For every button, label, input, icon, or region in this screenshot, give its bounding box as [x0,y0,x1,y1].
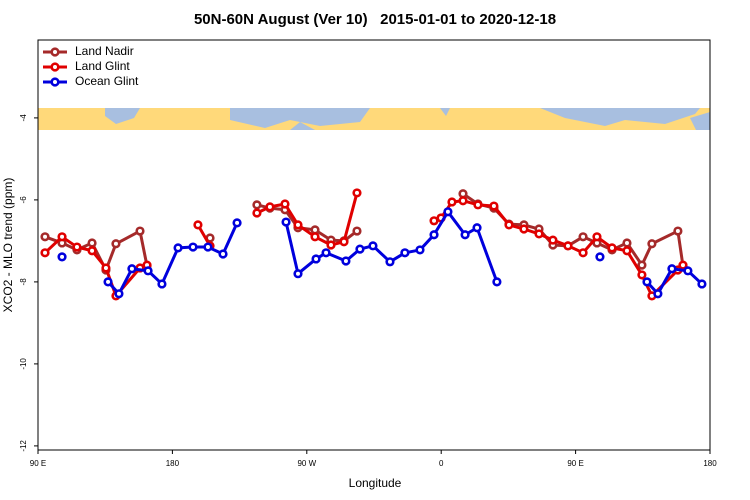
point [400,248,410,258]
point [489,201,499,211]
point [114,289,124,299]
point [534,229,544,239]
legend-marker [50,77,60,87]
point [473,200,483,210]
point [472,223,482,233]
point [341,256,351,266]
point [103,277,113,287]
point [339,237,349,247]
point [310,232,320,242]
point [683,266,693,276]
y-tick-label: -6 [19,196,28,204]
point [218,249,228,259]
point [697,279,707,289]
map-strip [38,108,710,130]
point [622,238,632,248]
point [653,289,663,299]
legend-label: Land Glint [75,59,130,73]
chart-title: 50N-60N August (Ver 10) 2015-01-01 to 20… [194,11,556,28]
point [40,248,50,258]
series-line [43,192,685,298]
point [111,239,121,249]
point [647,239,657,249]
point [352,226,362,236]
point [135,226,145,236]
point [203,242,213,252]
point [310,225,320,235]
point [252,200,262,210]
plot-frame [37,39,711,451]
point [504,220,514,230]
point [443,207,453,217]
point [311,254,321,264]
y-tick-label: -8 [19,278,28,286]
y-tick-label: -4 [19,114,28,122]
point [188,242,198,252]
point [678,260,688,270]
point [252,208,262,218]
point [87,246,97,256]
point [352,188,362,198]
point [429,216,439,226]
legend-label: Land Nadir [75,44,134,58]
legend-label: Ocean Glint [75,74,139,88]
point [592,232,602,242]
legend-marker [50,62,60,72]
point [40,232,50,242]
point [321,248,331,258]
point [127,264,137,274]
point [293,269,303,279]
point [673,226,683,236]
point [265,202,275,212]
x-tick-label: 180 [166,459,180,468]
point [447,197,457,207]
point [281,217,291,227]
point [232,218,242,228]
point [563,241,573,251]
point [548,235,558,245]
point [87,238,97,248]
point [637,260,647,270]
point [607,243,617,253]
point [429,230,439,240]
legend-marker [50,47,60,57]
y-tick-label: -12 [19,440,28,452]
point [173,243,183,253]
point [622,246,632,256]
point [293,220,303,230]
point [143,266,153,276]
x-tick-label: 90 E [30,459,46,468]
x-tick-label: 90 E [567,459,583,468]
y-tick-label: -10 [19,358,28,370]
point [415,245,425,255]
x-tick-label: 90 W [297,459,316,468]
point [57,232,67,242]
point [101,263,111,273]
point [157,279,167,289]
point [385,257,395,267]
point [326,240,336,250]
point [492,277,502,287]
point [667,264,677,274]
point [193,220,203,230]
point [72,242,82,252]
point [578,248,588,258]
point [460,230,470,240]
point [458,189,468,199]
point [595,252,605,262]
point [57,252,67,262]
point [637,270,647,280]
point [368,241,378,251]
point [519,224,529,234]
x-tick-label: 180 [703,459,717,468]
point [355,244,365,254]
point [578,232,588,242]
x-tick-label: 0 [439,459,444,468]
y-axis-label: XCO2 - MLO trend (ppm) [1,178,15,313]
x-axis-label: Longitude [349,476,402,490]
point [458,196,468,206]
point [280,199,290,209]
point [642,277,652,287]
